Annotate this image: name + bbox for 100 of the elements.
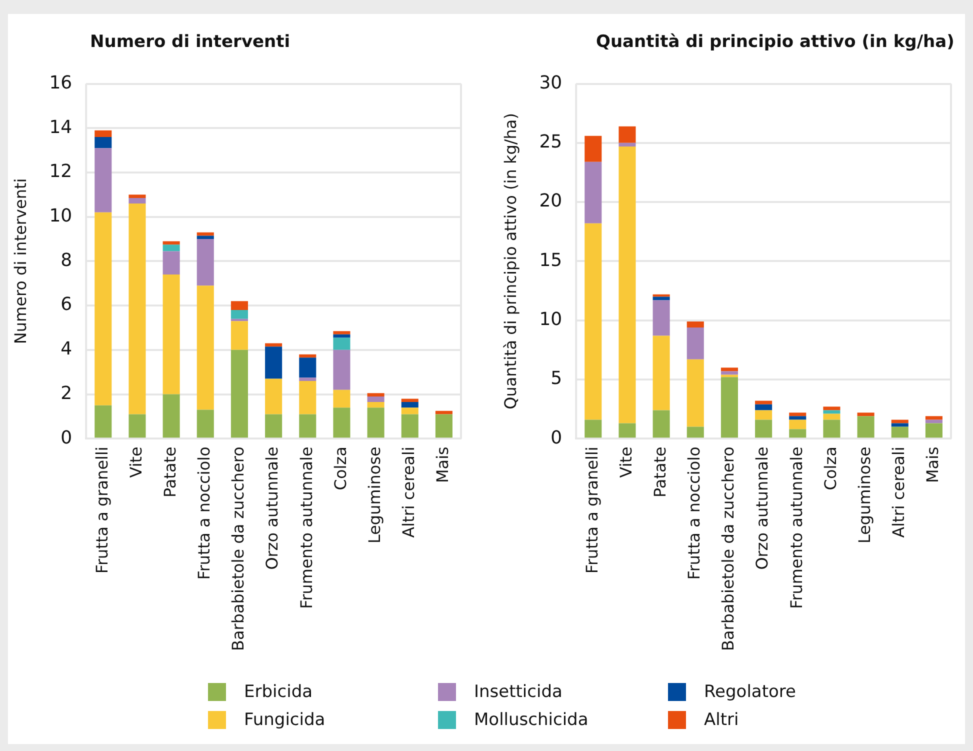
bar xyxy=(94,405,112,438)
bar xyxy=(823,410,840,414)
x-tick-label: Altri cereali xyxy=(889,446,908,538)
bar xyxy=(299,380,316,414)
bar xyxy=(857,416,874,438)
y-tick-label: 10 xyxy=(49,206,72,227)
bar xyxy=(265,414,282,438)
bar xyxy=(367,408,384,438)
x-tick-label: Mais xyxy=(923,446,942,484)
bar xyxy=(367,402,384,408)
y-tick-label: 16 xyxy=(49,72,72,94)
x-tick-label: Vite xyxy=(616,446,636,478)
legend-label: Molluschicida xyxy=(474,710,588,730)
bar xyxy=(401,402,418,408)
bar xyxy=(333,408,350,438)
x-tick-label: Patate xyxy=(160,446,180,498)
x-tick-label: Orzo autunnale xyxy=(752,446,772,570)
x-tick-label: Frutta a granelli xyxy=(582,446,602,574)
bar xyxy=(891,420,908,424)
bar xyxy=(196,239,214,286)
y-tick-label: 10 xyxy=(539,309,562,330)
bar xyxy=(652,296,670,300)
bar xyxy=(94,148,112,212)
bar xyxy=(686,359,704,427)
bar xyxy=(925,420,942,424)
bar xyxy=(333,338,350,350)
bar xyxy=(618,146,636,424)
chart-title: Quantità di principio attivo (in kg/ha) xyxy=(596,32,954,52)
bar xyxy=(162,251,180,275)
bar xyxy=(367,393,384,396)
bar xyxy=(333,334,350,338)
x-tick-label: Barbabietole da zucchero xyxy=(718,446,738,652)
bar xyxy=(925,416,942,420)
bar xyxy=(230,318,248,322)
y-tick-label: 0 xyxy=(550,427,562,448)
bar xyxy=(299,414,316,438)
x-tick-label: Frumento autunnale xyxy=(296,446,316,609)
y-tick-label: 5 xyxy=(550,368,562,390)
bar xyxy=(584,136,602,162)
bar xyxy=(196,286,214,410)
bar xyxy=(230,321,248,350)
bar xyxy=(755,404,772,410)
x-tick-label: Barbabietole da zucchero xyxy=(228,446,248,652)
bar xyxy=(94,212,112,406)
legend-label: Regolatore xyxy=(704,682,796,702)
x-tick-label: Leguminose xyxy=(854,446,874,544)
bar xyxy=(94,137,112,148)
bar xyxy=(618,126,636,143)
bar xyxy=(299,378,316,381)
bar xyxy=(333,331,350,334)
bar xyxy=(823,420,840,438)
x-tick-label: Patate xyxy=(650,446,670,498)
x-tick-label: Altri cereali xyxy=(399,446,418,538)
bar xyxy=(265,343,282,347)
x-tick-label: Leguminose xyxy=(364,446,384,544)
bar xyxy=(891,423,908,427)
bar xyxy=(94,130,112,138)
bar xyxy=(299,354,316,358)
bar xyxy=(720,377,738,438)
bar xyxy=(925,423,942,438)
bar xyxy=(265,378,282,414)
bar xyxy=(755,420,772,438)
bar xyxy=(196,410,214,438)
bar xyxy=(652,336,670,410)
bar xyxy=(686,426,704,438)
bar xyxy=(196,236,214,240)
bar xyxy=(128,414,146,438)
y-tick-label: 4 xyxy=(60,338,72,360)
bar xyxy=(435,414,452,438)
bar xyxy=(789,416,806,420)
bar xyxy=(230,310,248,319)
bar xyxy=(162,394,180,438)
x-tick-label: Frumento autunnale xyxy=(786,446,806,609)
bar xyxy=(401,414,418,438)
bar xyxy=(857,412,874,416)
bar xyxy=(333,350,350,390)
y-tick-label: 14 xyxy=(49,116,72,138)
x-tick-label: Colza xyxy=(330,446,350,490)
bar xyxy=(618,142,636,146)
y-axis-title: Quantità di principio attivo (in kg/ha) xyxy=(500,113,520,410)
x-tick-label: Frutta a nocciolo xyxy=(194,446,214,580)
bar xyxy=(823,414,840,420)
bar xyxy=(299,358,316,378)
bar xyxy=(128,194,146,198)
bar xyxy=(435,410,452,414)
bar xyxy=(789,429,806,438)
y-tick-label: 25 xyxy=(539,132,562,153)
bar xyxy=(686,322,704,328)
bar xyxy=(891,426,908,438)
chart-title: Numero di interventi xyxy=(90,32,290,52)
bar xyxy=(401,408,418,414)
x-tick-label: Colza xyxy=(820,446,840,490)
legend-label: Altri xyxy=(704,710,739,730)
bar xyxy=(401,398,418,402)
y-tick-label: 8 xyxy=(60,250,72,271)
bar xyxy=(584,162,602,224)
x-tick-label: Frutta a granelli xyxy=(92,446,112,574)
bar xyxy=(162,244,180,252)
legend-label: Insetticida xyxy=(474,682,562,702)
bar xyxy=(196,232,214,236)
